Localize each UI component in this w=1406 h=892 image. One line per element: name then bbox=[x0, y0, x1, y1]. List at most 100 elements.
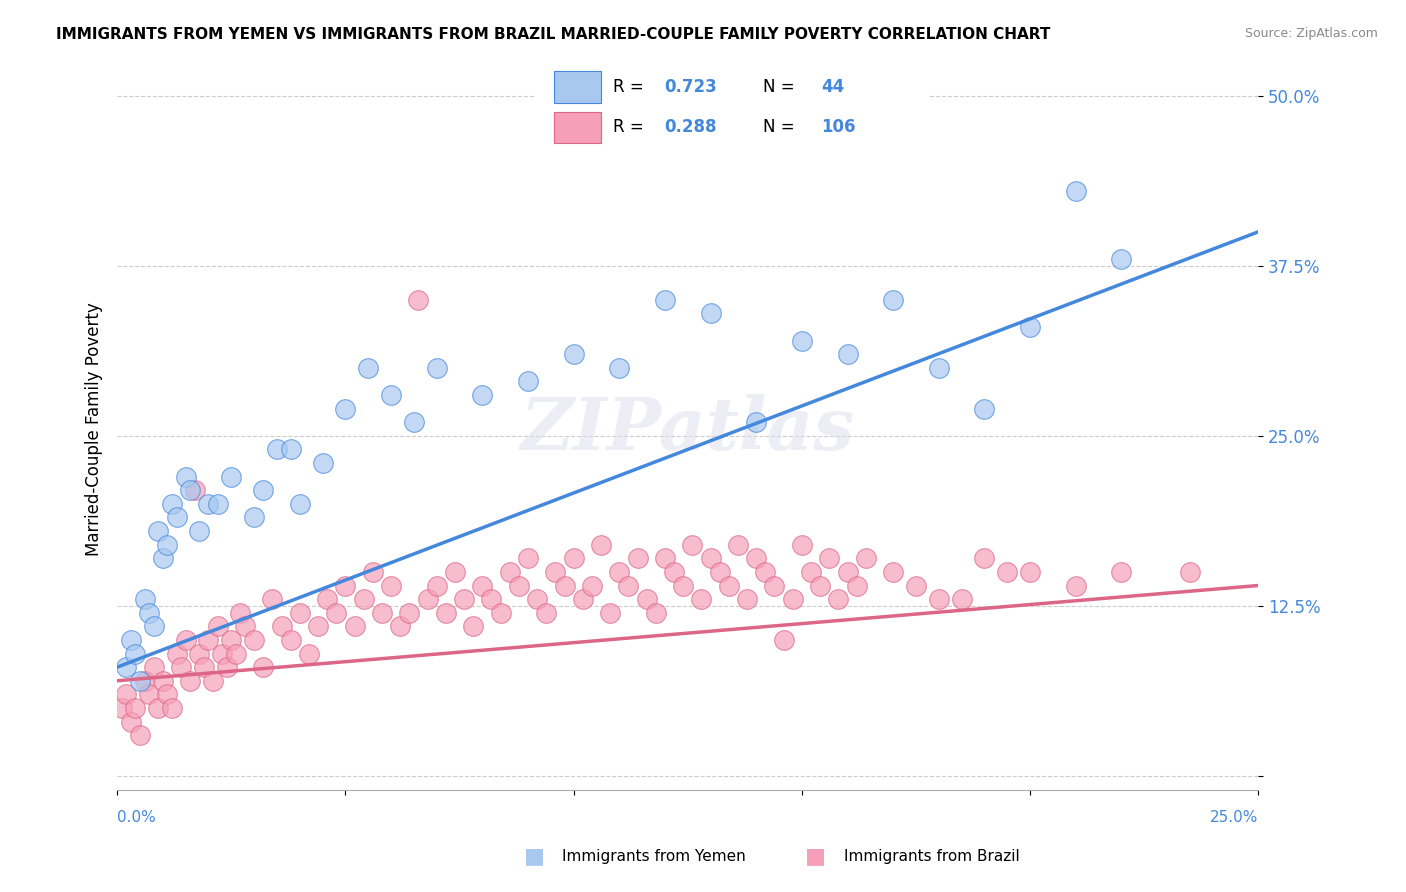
Point bbox=[371, 606, 394, 620]
Point bbox=[193, 660, 215, 674]
Bar bbox=[554, 112, 602, 143]
Point bbox=[335, 401, 357, 416]
Point bbox=[904, 578, 927, 592]
Point bbox=[243, 632, 266, 647]
Bar bbox=[554, 71, 602, 103]
Point bbox=[280, 442, 302, 457]
Point bbox=[288, 606, 311, 620]
Point bbox=[481, 592, 503, 607]
Point bbox=[717, 578, 740, 592]
Point bbox=[745, 551, 768, 566]
Point bbox=[270, 619, 292, 633]
Point bbox=[426, 360, 449, 375]
Point bbox=[166, 510, 188, 524]
Text: IMMIGRANTS FROM YEMEN VS IMMIGRANTS FROM BRAZIL MARRIED-COUPLE FAMILY POVERTY CO: IMMIGRANTS FROM YEMEN VS IMMIGRANTS FROM… bbox=[56, 27, 1050, 42]
Point bbox=[581, 578, 603, 592]
Point bbox=[138, 606, 160, 620]
Text: R =: R = bbox=[613, 118, 650, 136]
Point bbox=[316, 592, 339, 607]
Point bbox=[1111, 252, 1133, 266]
Point bbox=[434, 606, 457, 620]
Text: ■: ■ bbox=[806, 847, 825, 866]
Point bbox=[699, 306, 721, 320]
Point bbox=[207, 497, 229, 511]
Point bbox=[156, 687, 179, 701]
Point bbox=[408, 293, 430, 307]
Text: ZIPatlas: ZIPatlas bbox=[520, 393, 855, 465]
Point bbox=[690, 592, 713, 607]
Point bbox=[599, 606, 621, 620]
Point bbox=[855, 551, 877, 566]
Point bbox=[782, 592, 804, 607]
Text: 0.0%: 0.0% bbox=[117, 810, 156, 825]
Text: R =: R = bbox=[613, 78, 650, 95]
Point bbox=[129, 728, 152, 742]
Point bbox=[617, 578, 640, 592]
Point bbox=[589, 538, 612, 552]
Point bbox=[973, 401, 995, 416]
Text: Immigrants from Yemen: Immigrants from Yemen bbox=[562, 849, 747, 863]
Point bbox=[142, 660, 165, 674]
Point bbox=[197, 497, 219, 511]
Point bbox=[471, 388, 494, 402]
Point bbox=[142, 619, 165, 633]
Point bbox=[754, 565, 776, 579]
Point bbox=[389, 619, 412, 633]
Point bbox=[1019, 320, 1042, 334]
Point bbox=[129, 673, 152, 688]
Point bbox=[243, 510, 266, 524]
Point bbox=[148, 701, 170, 715]
Point bbox=[681, 538, 703, 552]
Point bbox=[745, 415, 768, 429]
Point bbox=[138, 687, 160, 701]
Point bbox=[709, 565, 731, 579]
Point bbox=[252, 660, 274, 674]
Point bbox=[221, 632, 243, 647]
Point bbox=[1111, 565, 1133, 579]
Point bbox=[928, 360, 950, 375]
Point bbox=[644, 606, 666, 620]
Point bbox=[1064, 184, 1087, 198]
Point bbox=[307, 619, 329, 633]
Point bbox=[837, 565, 859, 579]
Text: 0.723: 0.723 bbox=[664, 78, 717, 95]
Point bbox=[654, 293, 676, 307]
Point bbox=[444, 565, 467, 579]
Point bbox=[225, 647, 247, 661]
Text: ■: ■ bbox=[524, 847, 544, 866]
Point bbox=[398, 606, 420, 620]
Point bbox=[166, 647, 188, 661]
Point bbox=[845, 578, 868, 592]
Point bbox=[526, 592, 548, 607]
Point bbox=[179, 483, 201, 498]
Point bbox=[361, 565, 384, 579]
Point bbox=[928, 592, 950, 607]
Point bbox=[252, 483, 274, 498]
Point bbox=[554, 578, 576, 592]
Point bbox=[402, 415, 425, 429]
Point bbox=[124, 647, 146, 661]
Point bbox=[827, 592, 849, 607]
Point bbox=[607, 360, 630, 375]
Point bbox=[325, 606, 347, 620]
Point bbox=[882, 293, 904, 307]
Y-axis label: Married-Couple Family Poverty: Married-Couple Family Poverty bbox=[86, 302, 103, 556]
Point bbox=[120, 714, 142, 729]
Point bbox=[211, 647, 233, 661]
Point bbox=[517, 551, 540, 566]
Point bbox=[174, 469, 197, 483]
Point bbox=[463, 619, 485, 633]
Point bbox=[380, 388, 402, 402]
Text: Source: ZipAtlas.com: Source: ZipAtlas.com bbox=[1244, 27, 1378, 40]
Point bbox=[111, 701, 134, 715]
Point bbox=[134, 592, 156, 607]
Text: 44: 44 bbox=[821, 78, 845, 95]
Point bbox=[343, 619, 366, 633]
Text: N =: N = bbox=[762, 118, 800, 136]
Text: 106: 106 bbox=[821, 118, 856, 136]
Text: 25.0%: 25.0% bbox=[1211, 810, 1258, 825]
Point bbox=[973, 551, 995, 566]
Point bbox=[262, 592, 284, 607]
Text: Immigrants from Brazil: Immigrants from Brazil bbox=[844, 849, 1019, 863]
Point bbox=[124, 701, 146, 715]
